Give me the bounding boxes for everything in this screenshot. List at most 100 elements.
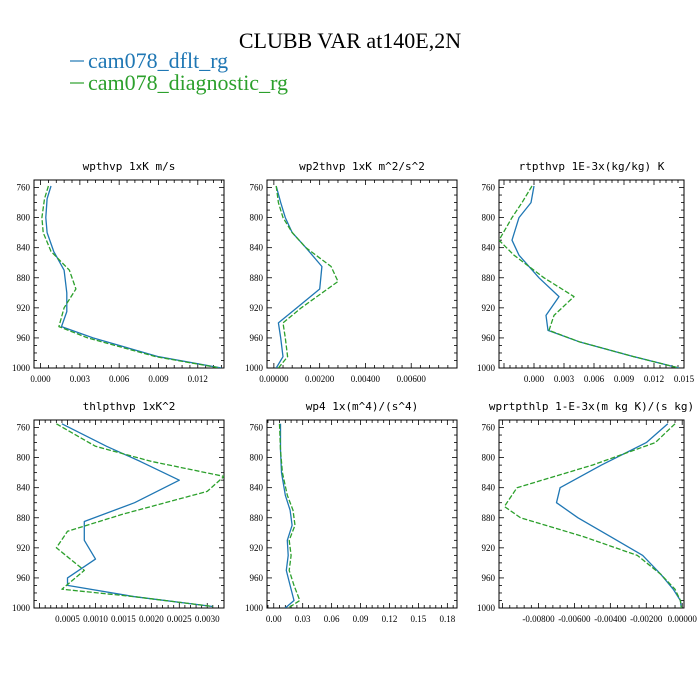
y-tick-label: 880 (17, 273, 31, 283)
x-tick-label: 0.15 (411, 614, 427, 624)
x-tick-label: -0.00400 (594, 614, 627, 624)
x-tick-label: 0.012 (188, 374, 208, 384)
plot-frame (498, 419, 685, 609)
x-tick-label: 0.0025 (167, 614, 192, 624)
x-tick-label: 0.015 (674, 374, 695, 384)
x-tick-label: 0.003 (70, 374, 91, 384)
y-tick-label: 960 (17, 573, 31, 583)
series-line-diagnostic (499, 185, 680, 368)
y-tick-label: 800 (17, 213, 31, 223)
panel-title: wprtpthlp 1-E-3x(m kg K)/(s kg) (489, 400, 694, 413)
x-tick-label: 0.0020 (139, 614, 164, 624)
series-line-diagnostic (275, 185, 339, 368)
y-tick-label: 800 (250, 453, 264, 463)
y-tick-label: 840 (482, 483, 496, 493)
x-tick-label: 0.012 (644, 374, 664, 384)
y-tick-label: 1000 (477, 363, 496, 373)
y-tick-label: 840 (482, 243, 496, 253)
x-tick-label: 0.12 (382, 614, 398, 624)
panel-3: rtpthvp 1E-3x(kg/kg) K 760 800 840 880 920 960… (477, 160, 695, 384)
x-tick-label: 0.0030 (195, 614, 220, 624)
y-tick-label: 880 (17, 513, 31, 523)
x-tick-label: 0.06 (324, 614, 340, 624)
y-tick-label: 800 (250, 213, 264, 223)
y-tick-label: 920 (482, 303, 496, 313)
y-tick-label: 760 (482, 423, 496, 433)
series-line-dflt (275, 185, 323, 368)
x-tick-label: 0.009 (148, 374, 169, 384)
legend-label-dflt: cam078_dflt_rg (88, 48, 228, 73)
plot-frame (498, 179, 685, 369)
series-line-dflt (511, 185, 680, 368)
panel-6: wprtpthlp 1-E-3x(m kg K)/(s kg) 760 800 840… (477, 400, 697, 624)
x-tick-label: 0.0010 (83, 614, 108, 624)
x-tick-label: 0.003 (554, 374, 575, 384)
y-tick-label: 840 (17, 483, 31, 493)
panel-1: wpthvp 1xK m/s76080084088092096010000.00… (12, 160, 225, 384)
x-tick-label: -0.00800 (522, 614, 555, 624)
y-tick-label: 1000 (245, 363, 264, 373)
panel-title: thlpthvp 1xK^2 (83, 400, 176, 413)
y-tick-label: 960 (17, 333, 31, 343)
y-tick-label: 800 (17, 453, 31, 463)
panel-title: wp4 1x(m^4)/(s^4) (306, 400, 419, 413)
y-tick-label: 760 (250, 183, 264, 193)
x-tick-label: 0.000 (30, 374, 51, 384)
x-tick-label: 0.0005 (55, 614, 80, 624)
series-line-dflt (61, 423, 213, 608)
x-tick-label: 0.00400 (351, 374, 381, 384)
x-tick-label: 0.18 (439, 614, 455, 624)
plot-frame (266, 179, 458, 369)
y-tick-label: 960 (482, 333, 496, 343)
y-tick-label: 800 (482, 453, 496, 463)
panel-5: wp4 1x(m^4)/(s^4)76080084088092096010000… (245, 400, 458, 624)
y-tick-label: 840 (17, 243, 31, 253)
x-tick-label: 0.00000 (668, 614, 698, 624)
series-line-diagnostic (41, 185, 221, 368)
panel-title: wpthvp 1xK m/s (83, 160, 176, 173)
x-tick-label: 0.006 (109, 374, 130, 384)
figure-title: CLUBB VAR at140E,2N (239, 28, 461, 53)
y-tick-label: 1000 (245, 603, 264, 613)
y-tick-label: 760 (17, 183, 31, 193)
y-tick-label: 840 (250, 243, 264, 253)
y-tick-label: 920 (250, 543, 264, 553)
x-tick-label: 0.09 (353, 614, 369, 624)
x-tick-label: 0.00000 (259, 374, 289, 384)
series-line-diagnostic (503, 423, 682, 608)
plot-frame (33, 419, 225, 609)
panel-title: rtpthvp 1E-3x(kg/kg) K (519, 160, 665, 173)
y-tick-label: 760 (17, 423, 31, 433)
y-tick-label: 920 (17, 303, 31, 313)
x-tick-label: 0.00200 (305, 374, 335, 384)
y-tick-label: 960 (250, 573, 264, 583)
y-tick-label: 920 (482, 543, 496, 553)
x-tick-label: 0.00600 (397, 374, 427, 384)
y-tick-label: 960 (250, 333, 264, 343)
y-tick-label: 880 (250, 273, 264, 283)
x-tick-label: 0.006 (584, 374, 605, 384)
y-tick-label: 1000 (477, 603, 496, 613)
plot-frame (266, 419, 458, 609)
x-tick-label: 0.009 (614, 374, 635, 384)
y-tick-label: 1000 (12, 363, 31, 373)
panel-4: thlpthvp 1xK^2 760 800 840 880 920 960 1000 0.00… (12, 400, 225, 624)
x-tick-label: 0.0015 (111, 614, 136, 624)
chart-panels: wpthvp 1xK m/s76080084088092096010000.00… (12, 160, 697, 624)
y-tick-label: 880 (482, 273, 496, 283)
x-tick-label: -0.00600 (558, 614, 591, 624)
y-tick-label: 800 (482, 213, 496, 223)
panel-2: wp2thvp 1xK m^2/s^2 760 800 840 880 920 960 100… (245, 160, 458, 384)
series-line-dflt (45, 185, 222, 368)
series-line-dflt (279, 423, 295, 608)
y-tick-label: 1000 (12, 603, 31, 613)
series-line-diagnostic (55, 423, 224, 608)
y-tick-label: 960 (482, 573, 496, 583)
panel-title: wp2thvp 1xK m^2/s^2 (299, 160, 425, 173)
series-line-diagnostic (278, 423, 301, 608)
y-tick-label: 920 (250, 303, 264, 313)
x-tick-label: -0.00200 (630, 614, 663, 624)
legend-label-diagnostic: cam078_diagnostic_rg (88, 70, 288, 95)
y-tick-label: 920 (17, 543, 31, 553)
